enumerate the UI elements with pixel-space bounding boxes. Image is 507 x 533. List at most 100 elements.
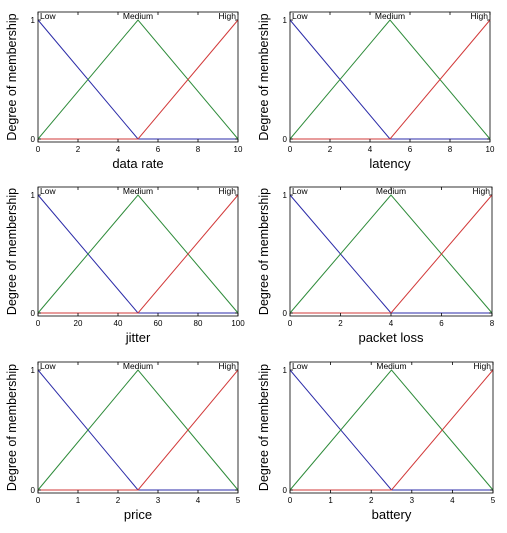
- x-tick-label: 2: [338, 319, 343, 328]
- label-high: High: [474, 361, 492, 371]
- y-tick-label: 0: [31, 486, 36, 495]
- label-medium: Medium: [375, 11, 405, 21]
- label-medium: Medium: [123, 11, 153, 21]
- series-line-medium: [289, 369, 494, 491]
- y-tick-label: 0: [283, 309, 288, 318]
- x-tick-label: 4: [389, 319, 394, 328]
- x-tick-label: 80: [194, 319, 203, 328]
- x-tick-label: 0: [288, 145, 293, 154]
- x-tick-label: 4: [196, 496, 201, 505]
- chart-panel-5: Low Medium High 0 1 2 3 4 5 0 1 price Degree of memb…: [5, 361, 241, 522]
- x-tick-label: 0: [36, 145, 41, 154]
- y-axis-label: Degree of membership: [257, 13, 271, 140]
- y-tick-label: 1: [31, 366, 36, 375]
- x-tick-label: 6: [439, 319, 444, 328]
- label-high: High: [219, 361, 237, 371]
- label-medium: Medium: [123, 186, 153, 196]
- x-axis-label: data rate: [112, 156, 163, 171]
- series-line-high: [290, 19, 491, 140]
- y-axis-label: Degree of membership: [5, 364, 19, 491]
- label-low: Low: [40, 186, 56, 196]
- x-tick-label: 10: [234, 145, 243, 154]
- x-tick-label: 3: [410, 496, 415, 505]
- x-tick-label: 2: [328, 145, 333, 154]
- x-axis-label: latency: [369, 156, 411, 171]
- label-low: Low: [292, 11, 308, 21]
- plot-frame: [289, 361, 494, 494]
- x-tick-label: 8: [490, 319, 495, 328]
- chart-panel-4: Low Medium High 0 2 4 6 8 0 1 packet loss Degree of…: [257, 186, 495, 345]
- x-tick-label: 8: [196, 145, 201, 154]
- series-line-medium: [289, 19, 491, 140]
- series-line-medium: [37, 19, 239, 140]
- chart-panel-6: Low Medium High 0 1 2 3 4 5 0 1 battery Degree of me…: [257, 361, 496, 522]
- x-tick-label: 20: [74, 319, 83, 328]
- plot-frame: [37, 11, 239, 143]
- x-tick-label: 10: [486, 145, 495, 154]
- x-tick-label: 2: [116, 496, 121, 505]
- series-line-high: [290, 369, 494, 491]
- chart-panel-2: Low Medium High 0 2 4 6 8 10 0 1 latency Degree of m…: [257, 11, 495, 171]
- label-high: High: [219, 186, 237, 196]
- label-low: Low: [292, 361, 308, 371]
- plot-frame: [289, 11, 491, 143]
- y-tick-label: 1: [283, 191, 288, 200]
- x-tick-label: 1: [76, 496, 81, 505]
- x-axis-label: jitter: [125, 330, 151, 345]
- x-tick-label: 5: [236, 496, 241, 505]
- label-low: Low: [40, 361, 56, 371]
- series-line-high: [38, 369, 239, 491]
- x-tick-label: 3: [156, 496, 161, 505]
- chart-panel-1: Low Medium High 0 2 4 6 8 10 0 1 data rate Degree of…: [5, 11, 243, 171]
- x-axis-label: price: [124, 507, 152, 522]
- y-tick-label: 1: [31, 191, 36, 200]
- x-tick-label: 5: [491, 496, 496, 505]
- label-high: High: [219, 11, 237, 21]
- label-low: Low: [40, 11, 56, 21]
- chart-panel-3: Low Medium High 0 20 40 60 80 100 0 1 jitter Degree …: [5, 186, 245, 345]
- y-axis-label: Degree of membership: [5, 13, 19, 140]
- x-tick-label: 0: [36, 319, 41, 328]
- x-tick-label: 0: [36, 496, 41, 505]
- y-tick-label: 0: [31, 309, 36, 318]
- x-tick-label: 0: [288, 496, 293, 505]
- y-axis-label: Degree of membership: [257, 188, 271, 315]
- series-line-medium: [289, 194, 493, 314]
- y-tick-label: 1: [283, 16, 288, 25]
- y-axis-label: Degree of membership: [5, 188, 19, 315]
- x-tick-label: 6: [408, 145, 413, 154]
- x-tick-label: 100: [231, 319, 245, 328]
- label-medium: Medium: [376, 186, 406, 196]
- series-line-high: [38, 194, 239, 314]
- series-line-high: [38, 19, 239, 140]
- x-tick-label: 2: [76, 145, 81, 154]
- plot-frame: [37, 186, 239, 317]
- y-tick-label: 0: [283, 135, 288, 144]
- label-high: High: [471, 11, 489, 21]
- plot-frame: [37, 361, 239, 494]
- x-tick-label: 2: [369, 496, 374, 505]
- y-tick-label: 0: [31, 135, 36, 144]
- x-tick-label: 0: [288, 319, 293, 328]
- x-tick-label: 4: [450, 496, 455, 505]
- series-line-medium: [37, 194, 239, 314]
- x-tick-label: 6: [156, 145, 161, 154]
- label-low: Low: [292, 186, 308, 196]
- label-medium: Medium: [123, 361, 153, 371]
- x-tick-label: 40: [114, 319, 123, 328]
- x-tick-label: 8: [448, 145, 453, 154]
- x-tick-label: 60: [154, 319, 163, 328]
- x-tick-label: 4: [368, 145, 373, 154]
- series-line-medium: [37, 369, 239, 491]
- label-medium: Medium: [376, 361, 406, 371]
- x-axis-label: battery: [372, 507, 412, 522]
- y-axis-label: Degree of membership: [257, 364, 271, 491]
- x-axis-label: packet loss: [358, 330, 424, 345]
- x-tick-label: 4: [116, 145, 121, 154]
- label-high: High: [473, 186, 491, 196]
- plot-frame: [289, 186, 493, 317]
- y-tick-label: 1: [31, 16, 36, 25]
- y-tick-label: 0: [283, 486, 288, 495]
- x-tick-label: 1: [328, 496, 333, 505]
